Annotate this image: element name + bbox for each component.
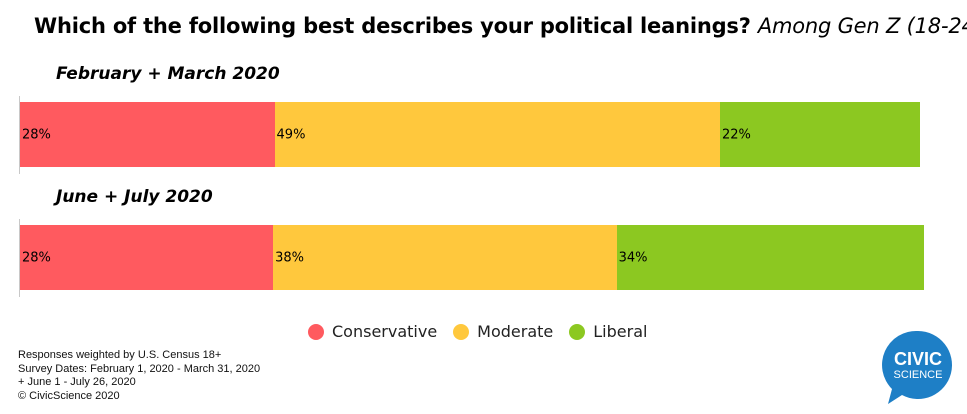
bar-segment-moderate-2: 38% <box>273 225 617 290</box>
chart-subtitle: Among Gen Z (18-24) <box>757 14 967 38</box>
logo-text-civic: CIVIC <box>894 349 942 369</box>
chart-title-main: Which of the following best describes yo… <box>34 14 751 38</box>
legend-label-liberal: Liberal <box>593 322 648 341</box>
legend-label-moderate: Moderate <box>477 322 554 341</box>
legend-label-conservative: Conservative <box>332 322 438 341</box>
data-label-liberal-2: 34% <box>618 250 648 265</box>
logo-speech-bubble <box>882 330 952 404</box>
axis-line-1 <box>19 96 20 174</box>
footnote-line-1: Responses weighted by U.S. Census 18+ <box>18 349 222 361</box>
axis-line-2 <box>19 219 20 297</box>
legend-dot-conservative <box>308 323 324 340</box>
bar-row-jun-jul: 28% 38% 34% <box>20 225 924 290</box>
period-label-1: February + March 2020 <box>56 64 280 84</box>
logo-text-science: SCIENCE <box>894 369 943 381</box>
bar-segment-liberal-2: 34% <box>616 225 924 290</box>
footnote-line-4: © CivicScience 2020 <box>18 389 120 402</box>
data-label-liberal-1: 22% <box>722 127 751 142</box>
legend-item-moderate: Moderate <box>453 322 553 341</box>
footnote-line-2: Survey Dates: February 1, 2020 - March 3… <box>18 362 261 375</box>
legend-item-liberal: Liberal <box>569 322 647 341</box>
data-label-moderate-1: 49% <box>276 127 306 142</box>
data-label-conservative-1: 28% <box>22 127 51 142</box>
bar-segment-liberal-1: 22% <box>720 102 920 167</box>
bar-row-feb-mar: 28% 49% 22% <box>20 102 920 167</box>
legend: Conservative Moderate Liberal <box>308 322 663 341</box>
footnote: Responses weighted by U.S. Census 18+ Su… <box>18 349 260 403</box>
legend-dot-liberal <box>569 323 586 340</box>
bar-segment-moderate-1: 49% <box>274 102 720 167</box>
civic-science-logo: CIVIC SCIENCE <box>882 330 952 404</box>
data-label-conservative-2: 28% <box>22 250 51 265</box>
footnote-line-3: + June 1 - July 26, 2020 <box>18 376 136 388</box>
chart-title: Which of the following best describes yo… <box>34 14 967 38</box>
period-label-2: June + July 2020 <box>56 187 213 207</box>
bar-segment-conservative-1: 28% <box>20 102 275 167</box>
bar-segment-conservative-2: 28% <box>20 225 274 290</box>
legend-item-conservative: Conservative <box>308 322 437 341</box>
legend-dot-moderate <box>453 323 470 340</box>
data-label-moderate-2: 38% <box>275 250 305 265</box>
